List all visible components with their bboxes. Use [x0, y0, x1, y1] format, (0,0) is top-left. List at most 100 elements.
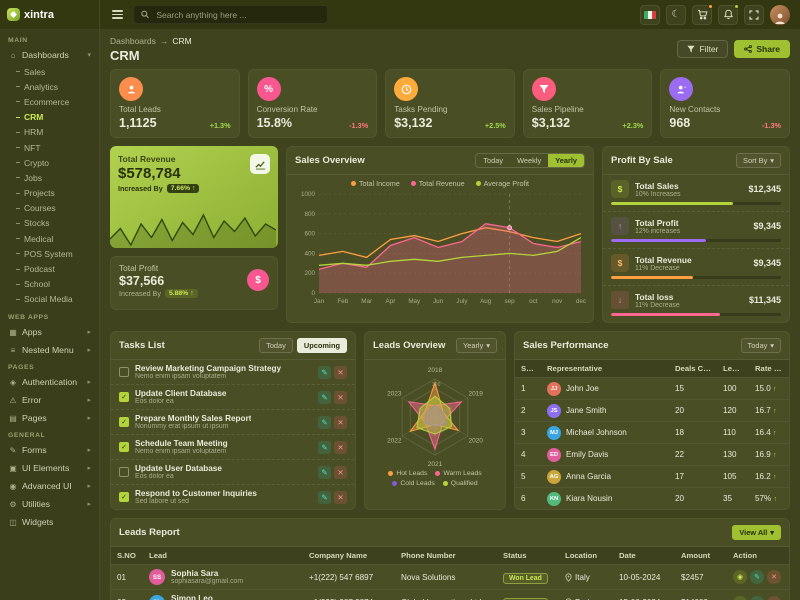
fullscreen-button[interactable]	[744, 4, 764, 25]
sidebar-item-stocks[interactable]: Stocks	[0, 216, 99, 231]
task-edit-button[interactable]: ✎	[318, 490, 331, 504]
card-title: Profit By Sale	[611, 155, 673, 166]
sidebar-item-ui-elements[interactable]: ▣ UI Elements ▸	[9, 463, 91, 473]
search-input[interactable]	[154, 8, 320, 21]
breadcrumb-parent[interactable]: Dashboards	[110, 36, 156, 46]
sidebar-item-medical[interactable]: Medical	[0, 231, 99, 246]
table-row[interactable]: 5 AG Anna Garcia 17 105 16.2 ↑	[515, 465, 789, 488]
sidebar-item-apps[interactable]: ▦ Apps ▸	[9, 327, 91, 337]
bell-icon	[723, 9, 733, 20]
share-icon	[744, 45, 753, 53]
sidebar-item-forms[interactable]: ✎ Forms ▸	[9, 445, 91, 455]
tasks-today-button[interactable]: Today	[259, 338, 293, 353]
task-checkbox[interactable]: ✓	[119, 367, 129, 377]
task-checkbox[interactable]: ✓	[119, 417, 129, 427]
delete-button[interactable]: ✕	[767, 595, 781, 600]
chevron-down-icon: ▾	[87, 52, 91, 59]
sidebar-item-courses[interactable]: Courses	[0, 201, 99, 216]
sort-by-button[interactable]: Sort By ▾	[736, 153, 781, 168]
sidebar-item-projects[interactable]: Projects	[0, 186, 99, 201]
language-button[interactable]	[640, 4, 660, 25]
task-delete-button[interactable]: ✕	[334, 415, 347, 429]
sidebar-item-error[interactable]: ⚠ Error ▸	[9, 395, 91, 405]
user-avatar[interactable]	[770, 4, 790, 25]
sidebar-item-analytics[interactable]: Analytics	[0, 79, 99, 94]
table-row[interactable]: 2 JS Jane Smith 20 120 16.7 ↑	[515, 399, 789, 422]
tab-today[interactable]: Today	[483, 156, 504, 165]
task-edit-button[interactable]: ✎	[318, 390, 331, 404]
view-button[interactable]: ◉	[733, 570, 747, 585]
sidebar-item-advanced-ui[interactable]: ◉ Advanced UI ▸	[9, 481, 92, 491]
arrow-up-icon: ↑	[773, 408, 777, 415]
delete-button[interactable]: ✕	[767, 570, 781, 585]
table-row[interactable]: 1 JJ John Joe 15 100 15.0 ↑	[515, 377, 789, 400]
sidebar-item-dashboards[interactable]: ⌂ Dashboards ▾	[0, 46, 99, 64]
sidebar-item-authentication[interactable]: ◈ Authentication ▸	[9, 377, 91, 387]
tab-weekly[interactable]: Weekly	[517, 156, 542, 165]
tasks-upcoming-button[interactable]: Upcoming	[296, 338, 347, 353]
filter-button[interactable]: Filter	[677, 40, 729, 58]
task-edit-button[interactable]: ✎	[318, 415, 331, 429]
sidebar-item-utilities[interactable]: ⚙ Utilities ▸	[9, 499, 91, 509]
nav-section-main: MAIN	[8, 37, 28, 44]
table-row[interactable]: 4 ED Emily Davis 22 130 16.9 ↑	[515, 443, 789, 466]
arrow-up-icon: ↑	[192, 185, 196, 192]
kpi-card-new-contacts[interactable]: New Contacts 968 -1.3%	[660, 69, 790, 138]
sidebar-item-ecommerce[interactable]: Ecommerce	[0, 94, 99, 109]
sidebar-item-sales[interactable]: Sales	[0, 64, 99, 79]
menu-toggle[interactable]	[110, 8, 125, 21]
chevron-right-icon: ▸	[87, 415, 91, 422]
task-delete-button[interactable]: ✕	[334, 465, 347, 479]
sidebar-item-jobs[interactable]: Jobs	[0, 170, 99, 185]
sidebar-item-nft[interactable]: NFT	[0, 140, 99, 155]
theme-toggle-button[interactable]: ☾	[666, 4, 686, 25]
task-edit-button[interactable]: ✎	[318, 465, 331, 479]
kpi-card-total-leads[interactable]: Total Leads 1,1125 +1.3%	[110, 69, 240, 138]
sales-icon: $	[611, 180, 629, 198]
sidebar-item-widgets[interactable]: ◫ Widgets	[9, 517, 54, 527]
edit-button[interactable]: ✎	[750, 595, 764, 600]
task-edit-button[interactable]: ✎	[318, 365, 331, 379]
sidebar-item-social-media[interactable]: Social Media	[0, 292, 99, 307]
view-button[interactable]: ◉	[733, 595, 747, 600]
revenue-chart-button[interactable]	[250, 154, 270, 174]
task-edit-button[interactable]: ✎	[318, 440, 331, 454]
task-checkbox[interactable]: ✓	[119, 492, 129, 502]
task-checkbox[interactable]: ✓	[119, 467, 129, 477]
kpi-card-conversion-rate[interactable]: % Conversion Rate 15.8% -1.3%	[247, 69, 378, 138]
total-revenue-card: Total Revenue $578,784 Increased By 7.66…	[110, 146, 278, 248]
edit-button[interactable]: ✎	[750, 570, 764, 585]
kpi-card-sales-pipeline[interactable]: Sales Pipeline $3,132 +2.3%	[522, 69, 653, 138]
task-checkbox[interactable]: ✓	[119, 392, 129, 402]
sidebar-item-hrm[interactable]: HRM	[0, 125, 99, 140]
leads-period-button[interactable]: Yearly ▾	[456, 338, 497, 353]
table-row[interactable]: 6 KN Kiara Nousin 20 35 57% ↑	[515, 487, 789, 509]
sidebar-item-school[interactable]: School	[0, 277, 99, 292]
topbar: ☾	[100, 0, 800, 30]
sidebar-item-crypto[interactable]: Crypto	[0, 155, 99, 170]
kpi-card-tasks-pending[interactable]: Tasks Pending $3,132 +2.5%	[385, 69, 515, 138]
performance-period-button[interactable]: Today ▾	[740, 338, 781, 353]
sidebar-item-podcast[interactable]: Podcast	[0, 261, 99, 276]
cart-button[interactable]	[692, 3, 713, 25]
sidebar-item-pages[interactable]: ▤ Pages ▸	[9, 413, 91, 423]
view-all-button[interactable]: View All ▾	[732, 525, 781, 540]
share-button[interactable]: Share	[734, 40, 790, 58]
sidebar-item-crm[interactable]: CRM	[0, 110, 99, 125]
search-box[interactable]	[133, 5, 328, 24]
sidebar-item-nested-menu[interactable]: ≡ Nested Menu ▸	[0, 341, 99, 359]
task-delete-button[interactable]: ✕	[334, 365, 347, 379]
notifications-button[interactable]	[718, 3, 739, 25]
task-delete-button[interactable]: ✕	[334, 440, 347, 454]
task-checkbox[interactable]: ✓	[119, 442, 129, 452]
table-row[interactable]: 02 SL Simon Leo simonleo@gmail.com +1(22…	[111, 589, 789, 600]
task-delete-button[interactable]: ✕	[334, 390, 347, 404]
task-delete-button[interactable]: ✕	[334, 490, 347, 504]
svg-text:nov: nov	[552, 298, 563, 305]
sidebar-item-pos-system[interactable]: POS System	[0, 246, 99, 261]
brand-logo[interactable]: xintra	[0, 0, 99, 30]
table-row[interactable]: 3 MJ Michael Johnson 18 110 16.4 ↑	[515, 421, 789, 444]
table-row[interactable]: 01 SS Sophia Sara sophiasara@gmail.com +…	[111, 563, 789, 590]
tab-yearly[interactable]: Yearly	[548, 154, 584, 167]
